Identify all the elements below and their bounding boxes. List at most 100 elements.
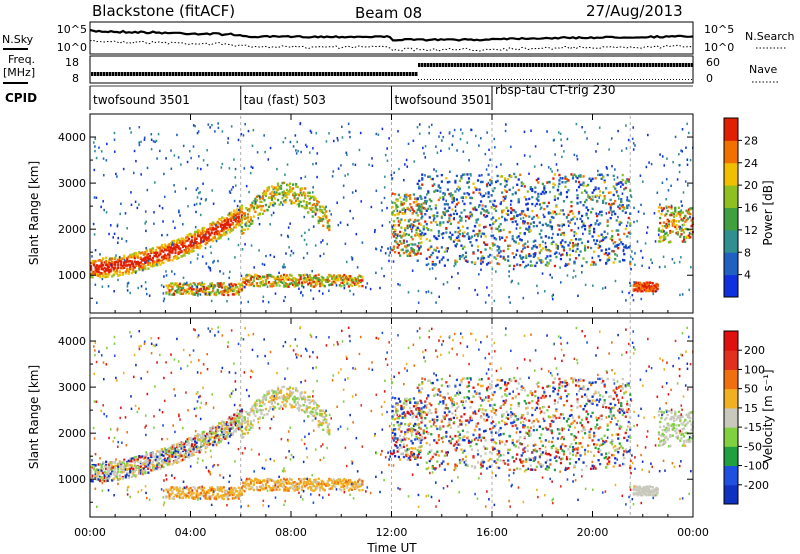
power-pixel — [111, 264, 114, 267]
power-pixel — [425, 226, 428, 230]
power-pixel — [180, 163, 182, 166]
nave-mark — [637, 79, 638, 80]
velocity-pixel — [165, 462, 168, 465]
power-pixel — [126, 227, 128, 230]
power-pixel — [605, 262, 608, 265]
velocity-pixel — [166, 451, 170, 455]
power-pixel — [687, 211, 691, 214]
power-pixel — [538, 259, 541, 262]
freq-mark — [169, 72, 172, 76]
power-pixel — [228, 167, 231, 170]
power-pixel — [532, 215, 535, 219]
power-pixel — [657, 210, 661, 213]
power-pixel — [636, 289, 639, 293]
power-pixel — [275, 193, 278, 197]
velocity-pixel — [94, 474, 97, 478]
power-pixel — [431, 214, 434, 217]
power-pixel — [488, 247, 492, 250]
power-pixel — [216, 230, 219, 233]
power-pixel — [304, 231, 306, 235]
velocity-pixel — [180, 447, 183, 450]
power-pixel — [532, 240, 535, 243]
power-pixel — [402, 198, 406, 201]
power-pixel — [546, 248, 549, 252]
freq-mark — [439, 63, 442, 67]
freq-mark — [247, 72, 250, 76]
power-pixel — [430, 291, 433, 295]
power-pixel — [197, 230, 200, 233]
freq-right-tick-high: 60 — [706, 56, 720, 69]
power-pixel — [233, 199, 236, 203]
cpid-segment-label: twofsound 3501 — [395, 93, 492, 107]
power-pixel — [178, 292, 182, 295]
power-pixel — [264, 282, 268, 286]
power-pixel — [454, 209, 457, 213]
freq-mark — [442, 63, 445, 67]
velocity-pixel — [169, 447, 173, 450]
power-pixel — [282, 140, 285, 144]
range-tick-label: 4000 — [58, 131, 86, 144]
power-pixel — [150, 138, 153, 141]
power-pixel — [230, 223, 233, 226]
power-pixel — [392, 209, 395, 213]
power-pixel — [90, 261, 93, 265]
power-pixel — [138, 141, 141, 144]
power-pixel — [646, 286, 649, 289]
power-pixel — [290, 189, 293, 193]
power-pixel — [562, 233, 566, 237]
power-pixel — [93, 261, 96, 264]
freq-mark — [205, 72, 208, 76]
power-pixel — [670, 207, 673, 210]
power-pixel — [159, 246, 162, 249]
power-pixel — [227, 237, 230, 241]
power-pixel — [567, 244, 570, 247]
power-pixel — [646, 231, 648, 234]
power-pixel — [222, 233, 225, 236]
power-pixel — [452, 212, 456, 216]
velocity-pixel — [218, 438, 221, 441]
velocity-pixel — [130, 457, 133, 460]
power-pixel — [559, 233, 563, 236]
nave-mark — [664, 79, 665, 80]
power-pixel — [525, 227, 528, 231]
power-pixel — [583, 224, 587, 228]
power-pixel — [118, 256, 121, 259]
power-pixel — [301, 187, 304, 190]
velocity-pixel — [135, 468, 138, 471]
power-pixel — [626, 206, 629, 210]
power-pixel — [525, 203, 528, 206]
power-pixel — [287, 235, 290, 239]
power-pixel — [627, 246, 630, 249]
power-pixel — [221, 162, 224, 166]
freq-mark — [223, 72, 226, 76]
power-pixel — [670, 184, 672, 188]
power-pixel — [108, 232, 110, 236]
power-pixel — [181, 292, 185, 295]
power-pixel — [165, 292, 168, 295]
power-pixel — [577, 174, 581, 178]
power-pixel — [189, 242, 192, 245]
power-pixel — [533, 165, 536, 168]
power-pixel — [224, 225, 227, 229]
power-pixel — [116, 224, 119, 228]
velocity-pixel — [132, 466, 135, 469]
power-pixel — [427, 175, 430, 178]
power-pixel — [316, 281, 319, 284]
noise-frame — [89, 21, 694, 55]
power-pixel — [528, 197, 531, 201]
power-pixel — [120, 266, 123, 270]
power-pixel — [298, 200, 301, 203]
power-pixel — [561, 245, 564, 248]
power-pixel — [103, 266, 106, 270]
power-pixel — [210, 282, 213, 285]
power-pixel — [292, 277, 295, 280]
power-pixel — [187, 237, 191, 241]
power-pixel — [446, 181, 449, 184]
power-pixel — [648, 266, 651, 269]
power-pixel — [573, 230, 576, 234]
power-pixel — [541, 190, 544, 194]
power-pixel — [267, 158, 270, 161]
power-pixel — [394, 228, 397, 232]
velocity-pixel — [180, 459, 183, 462]
power-pixel — [650, 285, 653, 288]
